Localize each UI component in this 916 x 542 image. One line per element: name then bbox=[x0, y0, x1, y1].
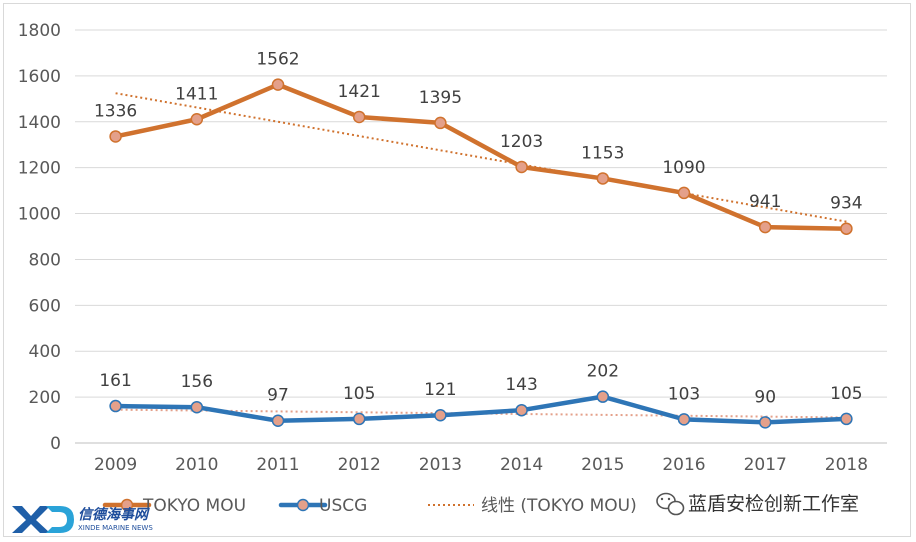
y-tick-label: 1600 bbox=[18, 67, 61, 87]
data-point bbox=[758, 220, 772, 234]
x-tick-label: 2010 bbox=[175, 455, 218, 475]
data-label: 1395 bbox=[419, 88, 462, 108]
x-tick-label: 2016 bbox=[662, 455, 705, 475]
y-tick-label: 400 bbox=[29, 342, 61, 362]
data-label: 121 bbox=[424, 380, 456, 400]
data-label: 90 bbox=[754, 387, 776, 407]
data-label: 103 bbox=[668, 384, 700, 404]
x-tick-label: 2012 bbox=[338, 455, 381, 475]
data-label: 105 bbox=[343, 384, 375, 404]
series-line bbox=[113, 82, 849, 231]
x-tick-label: 2011 bbox=[256, 455, 299, 475]
data-point bbox=[190, 113, 204, 126]
data-label: 1203 bbox=[500, 132, 543, 152]
legend-marker bbox=[296, 498, 310, 512]
data-label: 202 bbox=[587, 362, 619, 382]
gridlines bbox=[75, 29, 887, 444]
data-label: 1421 bbox=[338, 82, 381, 102]
data-label: 1411 bbox=[175, 84, 218, 104]
data-label: 941 bbox=[749, 192, 781, 212]
data-point bbox=[840, 412, 853, 426]
x-tick-label: 2018 bbox=[825, 455, 868, 475]
data-point bbox=[677, 186, 691, 200]
data-point bbox=[109, 130, 122, 143]
data-point bbox=[596, 172, 610, 185]
data-point bbox=[758, 416, 772, 429]
data-point bbox=[596, 390, 610, 403]
y-tick-label: 0 bbox=[50, 434, 61, 454]
data-label: 1153 bbox=[581, 143, 624, 163]
data-point bbox=[434, 408, 447, 422]
legend-label: USCG bbox=[319, 496, 367, 516]
legend-marker bbox=[120, 498, 134, 512]
data-point bbox=[434, 116, 447, 130]
y-axis-ticks: 0 200 400 600 800 1000 1200 1400 1600 1800 bbox=[18, 21, 61, 454]
y-tick-label: 1200 bbox=[18, 159, 61, 179]
data-point bbox=[515, 403, 528, 417]
data-label: 1562 bbox=[256, 50, 299, 70]
data-point bbox=[271, 414, 285, 427]
brand-subtitle: XINDE MARINE NEWS bbox=[78, 524, 153, 532]
data-point bbox=[840, 222, 853, 235]
data-label: 1090 bbox=[662, 158, 705, 178]
brand-logo bbox=[12, 506, 74, 533]
x-axis-ticks: 2009 2010 2011 2012 2013 2014 2015 2016 2017 2018 bbox=[94, 455, 868, 475]
y-tick-label: 800 bbox=[29, 250, 61, 270]
trendline bbox=[115, 92, 847, 223]
data-point bbox=[271, 78, 285, 91]
legend-label: 线性 (TOKYO MOU) bbox=[481, 496, 637, 516]
x-tick-label: 2013 bbox=[419, 455, 462, 475]
x-tick-label: 2015 bbox=[581, 455, 624, 475]
watermark-brand: 信德海事网 XINDE MARINE NEWS bbox=[12, 506, 153, 533]
x-tick-label: 2009 bbox=[94, 455, 137, 475]
y-tick-label: 200 bbox=[29, 388, 61, 408]
data-label: 97 bbox=[267, 386, 289, 406]
trendlines bbox=[115, 92, 847, 419]
y-tick-label: 1800 bbox=[18, 21, 61, 41]
data-label: 156 bbox=[181, 372, 213, 392]
legend-label: TOKYO MOU bbox=[142, 496, 246, 516]
data-point bbox=[677, 413, 691, 426]
x-tick-label: 2014 bbox=[500, 455, 543, 475]
data-labels: 1336 1411 1562 1421 1395 1203 1153 1090 941 934 16… bbox=[94, 50, 863, 408]
data-label: 105 bbox=[830, 384, 862, 404]
legend: TOKYO MOU USCG 线性 (TOKYO MOU) bbox=[102, 496, 637, 516]
wechat-watermark: 蓝盾安检创新工作室 bbox=[656, 492, 859, 516]
y-tick-label: 1400 bbox=[18, 113, 61, 133]
data-label: 143 bbox=[505, 375, 537, 395]
x-tick-label: 2017 bbox=[744, 455, 787, 475]
brand-name: 信德海事网 bbox=[78, 506, 150, 523]
chart-frame bbox=[3, 3, 911, 537]
data-label: 934 bbox=[830, 194, 862, 214]
y-tick-label: 600 bbox=[29, 296, 61, 316]
data-point bbox=[352, 412, 366, 426]
data-label: 161 bbox=[99, 371, 131, 391]
data-point bbox=[190, 400, 204, 414]
wechat-icon bbox=[656, 492, 685, 516]
y-tick-label: 1000 bbox=[18, 205, 61, 225]
data-point bbox=[352, 110, 366, 124]
wechat-account-name: 蓝盾安检创新工作室 bbox=[688, 493, 859, 515]
data-point bbox=[109, 399, 122, 413]
series-lines bbox=[109, 78, 853, 429]
data-point bbox=[515, 160, 528, 174]
data-label: 1336 bbox=[94, 101, 137, 121]
series-line bbox=[113, 394, 849, 425]
